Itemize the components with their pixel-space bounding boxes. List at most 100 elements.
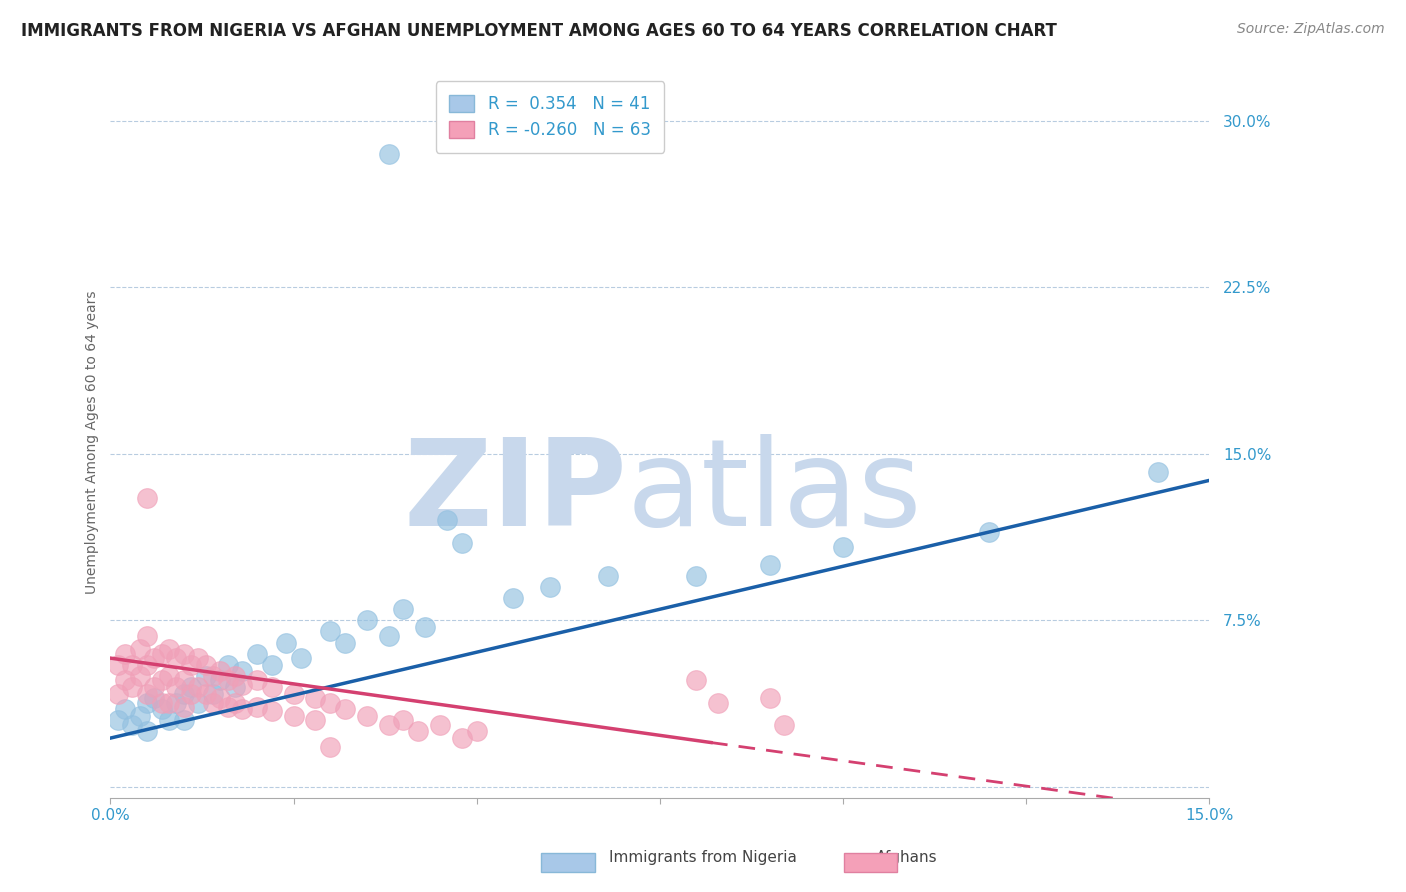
Point (136, 657, 159, 672)
Point (157, 696, 180, 710)
Point (319, 739, 342, 754)
Point (121, 718, 143, 732)
Point (685, 673, 707, 688)
Point (685, 569, 707, 583)
Point (979, 524, 1001, 539)
Point (276, 635, 298, 649)
Point (136, 629, 159, 643)
Point (231, 702, 253, 716)
Point (502, 591, 524, 606)
Point (173, 714, 195, 728)
Point (415, 620, 437, 634)
Point (304, 714, 326, 728)
Point (377, 718, 399, 732)
Point (598, 569, 620, 583)
Legend: R =  0.354   N = 41, R = -0.260   N = 63: R = 0.354 N = 41, R = -0.260 N = 63 (436, 81, 664, 153)
Point (114, 702, 136, 716)
Point (187, 696, 209, 710)
Text: atlas: atlas (627, 434, 922, 551)
Point (209, 691, 232, 706)
Point (107, 687, 129, 701)
Point (165, 651, 187, 665)
Point (290, 651, 312, 665)
Point (758, 558, 780, 572)
Point (231, 665, 253, 679)
Point (194, 687, 217, 701)
Text: Immigrants from Nigeria: Immigrants from Nigeria (609, 850, 797, 865)
Point (773, 718, 796, 732)
Point (201, 696, 224, 710)
Point (392, 714, 415, 728)
Point (173, 700, 195, 714)
Point (150, 673, 173, 688)
Point (121, 680, 143, 694)
Point (114, 673, 136, 688)
Point (224, 669, 246, 683)
Point (707, 696, 730, 710)
Point (180, 680, 202, 694)
Text: Source: ZipAtlas.com: Source: ZipAtlas.com (1237, 22, 1385, 37)
Point (121, 657, 143, 672)
Point (165, 696, 187, 710)
Point (217, 700, 239, 714)
Text: Afghans: Afghans (876, 850, 938, 865)
Point (377, 147, 399, 161)
Point (260, 680, 283, 694)
Point (114, 647, 136, 661)
Point (436, 513, 458, 527)
Point (451, 535, 474, 549)
Point (451, 731, 474, 745)
Point (187, 680, 209, 694)
Point (194, 657, 217, 672)
Point (107, 657, 129, 672)
Point (217, 657, 239, 672)
Point (143, 680, 166, 694)
Point (143, 651, 166, 665)
Point (136, 696, 159, 710)
Point (333, 702, 356, 716)
Point (173, 687, 195, 701)
Point (260, 657, 283, 672)
Point (377, 629, 399, 643)
Point (157, 714, 180, 728)
Point (319, 696, 342, 710)
Point (260, 705, 283, 719)
Point (150, 647, 173, 661)
Point (224, 680, 246, 694)
Point (209, 673, 232, 688)
Point (406, 724, 429, 739)
Point (157, 642, 180, 657)
Point (128, 642, 150, 657)
Point (283, 709, 305, 723)
Point (465, 724, 488, 739)
Point (194, 669, 217, 683)
Text: IMMIGRANTS FROM NIGERIA VS AFGHAN UNEMPLOYMENT AMONG AGES 60 TO 64 YEARS CORRELA: IMMIGRANTS FROM NIGERIA VS AFGHAN UNEMPL… (21, 22, 1057, 40)
Point (180, 687, 202, 701)
Point (283, 687, 305, 701)
Point (319, 624, 342, 639)
Y-axis label: Unemployment Among Ages 60 to 64 years: Unemployment Among Ages 60 to 64 years (86, 291, 100, 594)
Text: ZIP: ZIP (404, 434, 627, 551)
Point (831, 540, 853, 554)
Point (150, 696, 173, 710)
Point (538, 580, 561, 594)
Point (304, 691, 326, 706)
Point (246, 700, 269, 714)
Point (180, 657, 202, 672)
Point (143, 691, 166, 706)
Point (173, 673, 195, 688)
Point (136, 491, 159, 506)
Point (107, 714, 129, 728)
Point (157, 669, 180, 683)
Point (128, 669, 150, 683)
Point (333, 635, 356, 649)
Point (201, 687, 224, 701)
Point (136, 724, 159, 739)
Point (356, 709, 378, 723)
Point (224, 696, 246, 710)
Point (201, 669, 224, 683)
Point (173, 647, 195, 661)
Point (217, 673, 239, 688)
Point (165, 680, 187, 694)
Point (136, 687, 159, 701)
